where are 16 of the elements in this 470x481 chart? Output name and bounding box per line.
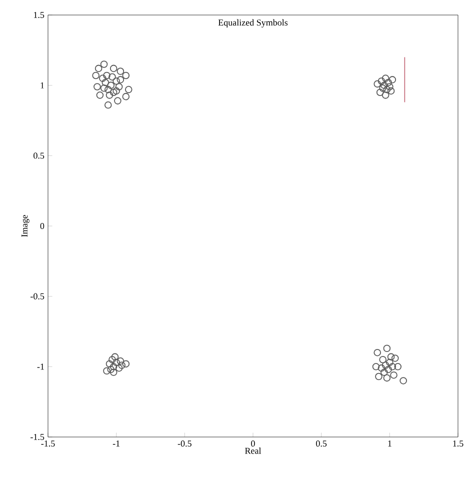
x-tick-label: 0 — [251, 440, 255, 447]
x-tick-label: 1 — [388, 440, 392, 446]
x-tick-label: -1 — [112, 440, 120, 446]
y-tick-label: -1 — [37, 364, 44, 370]
x-tick-label: 1.5 — [453, 440, 464, 447]
y-tick-label: 1.5 — [34, 12, 44, 18]
y-axis-title: Image — [22, 215, 30, 237]
x-axis-title: Real — [245, 448, 262, 454]
y-tick-label: 0.5 — [34, 152, 44, 159]
chart-title: Equalized Symbols — [218, 19, 288, 28]
x-tick-label: -0.5 — [178, 440, 192, 447]
y-tick-label: 1 — [40, 82, 44, 88]
y-tick-label: -0.5 — [30, 293, 44, 300]
y-tick-label: -1.5 — [30, 434, 44, 440]
y-tick-label: 0 — [40, 222, 44, 230]
x-tick-label: 0.5 — [316, 440, 327, 447]
